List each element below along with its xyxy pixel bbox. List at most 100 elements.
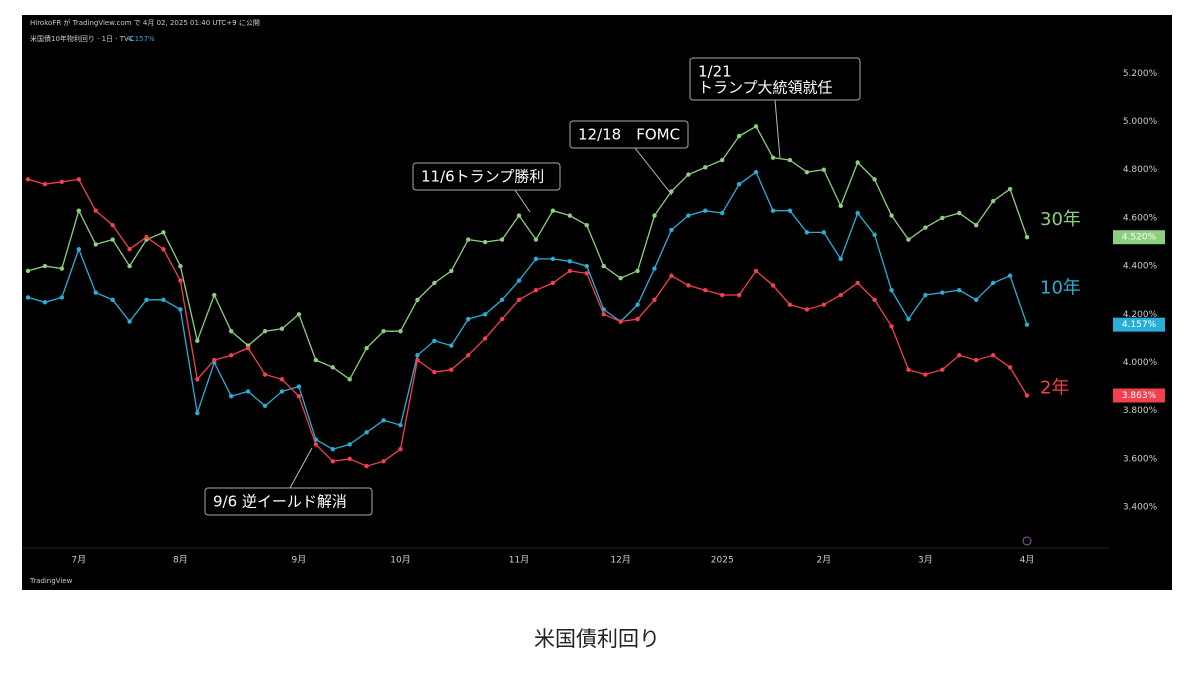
data-point xyxy=(516,297,522,303)
data-point xyxy=(804,169,810,175)
data-point xyxy=(770,155,776,160)
annotation-box xyxy=(569,120,689,149)
price-tag xyxy=(1113,230,1165,245)
annotation-leader xyxy=(774,99,781,159)
data-point xyxy=(347,442,352,447)
data-point xyxy=(720,157,725,163)
data-point xyxy=(889,213,894,218)
data-point xyxy=(567,268,573,274)
x-tick-label: 10月 xyxy=(390,555,410,566)
data-point xyxy=(212,292,217,298)
data-point xyxy=(42,300,48,305)
event-icon xyxy=(1022,536,1032,546)
data-point xyxy=(567,259,573,264)
data-point xyxy=(686,213,691,218)
data-point xyxy=(59,295,65,300)
data-point xyxy=(990,198,996,204)
data-point xyxy=(669,273,674,278)
data-point xyxy=(449,343,454,348)
price-tag-label: 3.863% xyxy=(1122,391,1157,401)
data-point xyxy=(804,307,810,312)
data-point xyxy=(923,372,928,377)
data-point xyxy=(127,319,132,324)
data-point xyxy=(415,297,420,303)
series-line xyxy=(27,125,1028,381)
data-point xyxy=(635,268,640,274)
data-point xyxy=(466,353,471,358)
data-point xyxy=(482,336,488,341)
chart-background xyxy=(22,15,1172,590)
data-point xyxy=(195,338,200,343)
data-point xyxy=(25,268,31,274)
data-point xyxy=(855,280,860,286)
data-point xyxy=(720,210,725,216)
data-point xyxy=(330,365,335,370)
data-point xyxy=(398,422,403,428)
data-point xyxy=(703,288,708,293)
x-tick-label: 9月 xyxy=(292,555,307,566)
price-tag xyxy=(1113,388,1165,403)
y-tick-label: 5.000% xyxy=(1123,117,1158,127)
y-tick-label: 4.600% xyxy=(1123,213,1158,223)
data-point xyxy=(1024,322,1030,327)
logo: TradingView xyxy=(29,577,73,585)
data-point xyxy=(466,237,471,242)
data-point xyxy=(499,237,505,242)
data-point xyxy=(533,288,539,293)
series-name: 10年 xyxy=(1040,278,1081,299)
data-point xyxy=(110,297,115,303)
data-point xyxy=(1007,365,1013,370)
data-point xyxy=(533,237,539,242)
publisher: HirokoFR が TradingView.com で 4月 02, 2025… xyxy=(30,18,260,27)
y-tick-label: 4.200% xyxy=(1123,310,1158,320)
data-point xyxy=(110,222,115,228)
data-point xyxy=(872,232,877,237)
data-point xyxy=(245,389,251,394)
data-point xyxy=(296,394,302,399)
data-point xyxy=(76,177,81,182)
data-point xyxy=(59,179,65,184)
data-point xyxy=(93,242,98,247)
data-point xyxy=(398,447,403,452)
x-tick-label: 11月 xyxy=(509,555,529,566)
data-point xyxy=(533,256,539,262)
y-tick-label: 4.800% xyxy=(1123,165,1158,175)
data-point xyxy=(889,324,894,329)
data-point xyxy=(652,213,657,218)
annotation-text: トランプ大統領就任 xyxy=(698,79,833,97)
data-point xyxy=(889,288,894,293)
data-point xyxy=(161,230,166,235)
data-point xyxy=(753,169,759,175)
data-point xyxy=(279,389,285,394)
data-point xyxy=(550,256,556,262)
data-point xyxy=(516,278,522,283)
x-tick-label: 2月 xyxy=(816,555,831,566)
data-point xyxy=(703,208,708,213)
data-point xyxy=(499,297,505,303)
data-point xyxy=(245,345,251,351)
data-point xyxy=(127,263,132,269)
x-tick-label: 8月 xyxy=(173,555,188,566)
data-point xyxy=(262,372,268,377)
data-point xyxy=(906,316,911,322)
data-point xyxy=(432,280,437,286)
data-point xyxy=(940,367,945,372)
data-point xyxy=(432,338,437,343)
data-point xyxy=(262,328,268,334)
annotation-text: 1/21 xyxy=(698,63,732,81)
data-point xyxy=(957,210,962,216)
data-point xyxy=(161,247,166,252)
series-name: 2年 xyxy=(1040,377,1069,398)
data-point xyxy=(466,316,471,322)
y-tick-label: 3.600% xyxy=(1123,454,1158,464)
x-tick-label: 2025 xyxy=(711,556,734,566)
y-tick-label: 4.400% xyxy=(1123,262,1158,272)
data-point xyxy=(906,367,911,372)
annotation-box xyxy=(689,57,861,101)
annotation-leader xyxy=(514,189,531,213)
data-point xyxy=(923,225,928,230)
annotation-box xyxy=(204,487,373,516)
data-point xyxy=(923,292,928,298)
data-point xyxy=(212,357,217,363)
data-point xyxy=(940,215,945,221)
